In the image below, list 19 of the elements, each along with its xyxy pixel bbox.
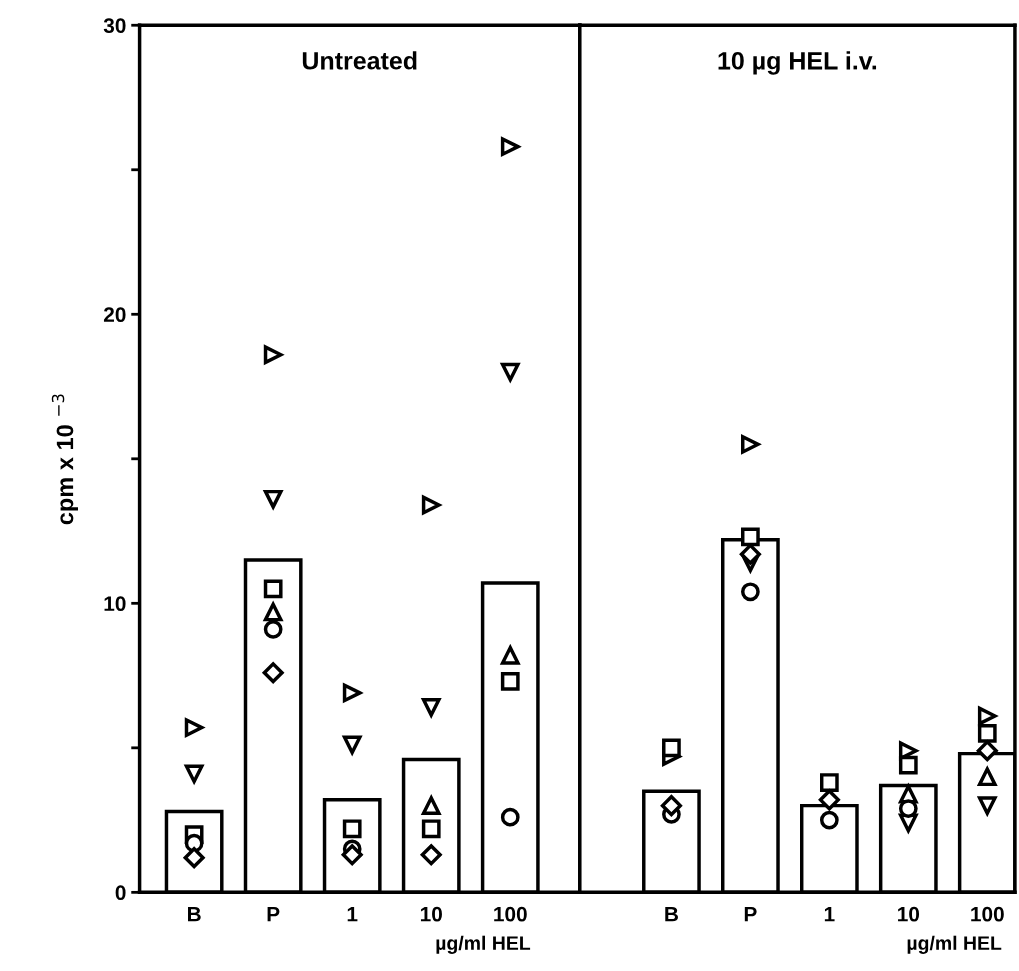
text: Untreated bbox=[302, 51, 417, 70]
x-tick-label: 10 bbox=[898, 906, 920, 922]
y-tick-label: 30 bbox=[103, 18, 126, 34]
x-tick-label: P bbox=[267, 907, 280, 922]
x-tick-label: 10 bbox=[420, 906, 442, 922]
x-tick-label: B bbox=[188, 907, 201, 922]
x-axis-title: µg/ml HEL bbox=[436, 935, 531, 954]
x-tick-label: 100 bbox=[494, 906, 527, 922]
text: 10 µg HEL i.v. bbox=[718, 51, 877, 75]
x-tick-label: 100 bbox=[971, 906, 1004, 922]
x-tick-label: B bbox=[665, 907, 678, 922]
x-tick-label: 1 bbox=[824, 907, 835, 922]
x-tick-label: P bbox=[744, 907, 757, 922]
y-tick-label: 0 bbox=[115, 885, 126, 901]
y-tick-label: 10 bbox=[104, 596, 126, 612]
x-axis-title: µg/ml HEL bbox=[907, 935, 1002, 954]
y-axis-title: cpm x 10 $^{−3}$ bbox=[51, 394, 78, 525]
y-tick-label: 20 bbox=[103, 307, 126, 323]
x-tick-label: 1 bbox=[347, 907, 358, 922]
